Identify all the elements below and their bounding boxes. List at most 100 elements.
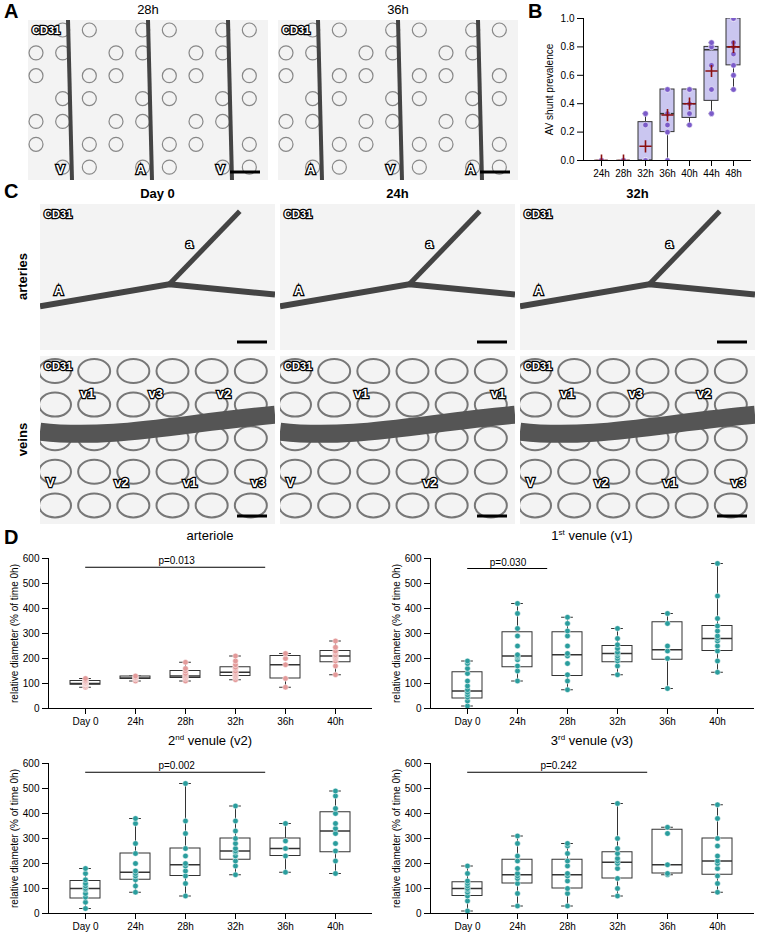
svg-text:AV shunt prevalence: AV shunt prevalence (544, 43, 555, 135)
svg-text:V: V (216, 162, 225, 177)
svg-text:32h: 32h (637, 168, 654, 179)
svg-text:28h: 28h (559, 921, 576, 932)
svg-text:CD31: CD31 (524, 208, 552, 220)
svg-text:relative diameter (% of time 0: relative diameter (% of time 0h) (9, 564, 20, 703)
svg-text:400: 400 (405, 808, 422, 819)
svg-text:A: A (54, 283, 64, 298)
svg-text:a: a (186, 236, 194, 251)
svg-text:v2: v2 (594, 475, 608, 490)
svg-text:40h: 40h (681, 168, 698, 179)
svg-text:24h: 24h (127, 716, 144, 727)
svg-text:p=0.030: p=0.030 (490, 557, 527, 568)
svg-text:V: V (46, 475, 55, 490)
svg-text:V: V (56, 162, 65, 177)
svg-text:100: 100 (23, 678, 40, 689)
svg-text:100: 100 (405, 883, 422, 894)
svg-text:A: A (294, 283, 304, 298)
svg-text:36h: 36h (277, 716, 294, 727)
svg-text:28h: 28h (177, 716, 194, 727)
svg-text:v1: v1 (80, 386, 94, 401)
svg-text:v3: v3 (149, 386, 163, 401)
svg-text:CD31: CD31 (44, 360, 72, 372)
svg-text:0.0: 0.0 (561, 155, 575, 166)
svg-text:0.8: 0.8 (561, 41, 575, 52)
svg-text:500: 500 (23, 783, 40, 794)
svg-text:CD31: CD31 (524, 360, 552, 372)
svg-text:CD31: CD31 (284, 360, 312, 372)
svg-text:36h: 36h (659, 168, 676, 179)
svg-text:28h: 28h (615, 168, 632, 179)
svg-text:32h: 32h (227, 716, 244, 727)
svg-text:0.4: 0.4 (561, 98, 575, 109)
svg-text:v3: v3 (731, 475, 745, 490)
svg-text:36h: 36h (277, 921, 294, 932)
svg-text:600: 600 (23, 553, 40, 564)
svg-text:0: 0 (416, 703, 422, 714)
svg-text:40h: 40h (327, 716, 344, 727)
svg-text:500: 500 (23, 578, 40, 589)
svg-text:32h: 32h (609, 716, 626, 727)
svg-text:0: 0 (416, 908, 422, 919)
svg-text:600: 600 (23, 758, 40, 769)
svg-text:a: a (666, 236, 674, 251)
svg-text:28h: 28h (559, 716, 576, 727)
svg-text:300: 300 (23, 833, 40, 844)
svg-text:24h: 24h (509, 921, 526, 932)
svg-text:A: A (306, 162, 316, 177)
svg-text:p=0.013: p=0.013 (158, 555, 195, 566)
svg-text:400: 400 (23, 808, 40, 819)
svg-text:A: A (466, 162, 476, 177)
svg-text:CD31: CD31 (44, 208, 72, 220)
svg-text:a: a (426, 236, 434, 251)
svg-text:200: 200 (23, 653, 40, 664)
svg-text:44h: 44h (703, 168, 720, 179)
svg-text:40h: 40h (709, 716, 726, 727)
svg-text:36h: 36h (659, 921, 676, 932)
svg-text:A: A (534, 283, 544, 298)
svg-text:400: 400 (23, 603, 40, 614)
svg-text:100: 100 (23, 883, 40, 894)
svg-text:200: 200 (405, 653, 422, 664)
svg-text:Day 0: Day 0 (72, 921, 99, 932)
svg-text:24h: 24h (127, 921, 144, 932)
svg-text:v3: v3 (251, 475, 265, 490)
svg-text:v1: v1 (560, 386, 574, 401)
svg-text:v1: v1 (491, 386, 505, 401)
svg-text:relative diameter (% of time 0: relative diameter (% of time 0h) (9, 769, 20, 908)
svg-text:Day 0: Day 0 (72, 716, 99, 727)
svg-text:v1: v1 (354, 386, 368, 401)
svg-text:600: 600 (405, 553, 422, 564)
svg-text:v2: v2 (217, 386, 231, 401)
svg-text:Day 0: Day 0 (454, 716, 481, 727)
svg-text:V: V (526, 475, 535, 490)
svg-text:200: 200 (405, 858, 422, 869)
svg-text:32h: 32h (227, 921, 244, 932)
svg-text:40h: 40h (327, 921, 344, 932)
svg-text:v2: v2 (697, 386, 711, 401)
svg-text:A: A (136, 162, 146, 177)
svg-text:p=0.002: p=0.002 (158, 760, 195, 771)
svg-text:CD31: CD31 (32, 24, 60, 36)
svg-text:v1: v1 (663, 475, 677, 490)
svg-text:300: 300 (405, 628, 422, 639)
svg-text:1.0: 1.0 (561, 13, 575, 24)
svg-text:v3: v3 (629, 386, 643, 401)
svg-text:300: 300 (23, 628, 40, 639)
svg-text:500: 500 (405, 578, 422, 589)
svg-text:0: 0 (34, 703, 40, 714)
svg-text:100: 100 (405, 678, 422, 689)
svg-text:40h: 40h (709, 921, 726, 932)
svg-text:0.2: 0.2 (561, 126, 575, 137)
svg-text:0: 0 (34, 908, 40, 919)
svg-text:v2: v2 (423, 475, 437, 490)
svg-text:v1: v1 (183, 475, 197, 490)
svg-text:V: V (286, 475, 295, 490)
svg-text:CD31: CD31 (284, 208, 312, 220)
svg-text:v2: v2 (114, 475, 128, 490)
svg-text:48h: 48h (725, 168, 742, 179)
svg-text:24h: 24h (509, 716, 526, 727)
svg-text:500: 500 (405, 783, 422, 794)
svg-text:p=0.242: p=0.242 (540, 760, 577, 771)
svg-text:32h: 32h (609, 921, 626, 932)
svg-text:36h: 36h (659, 716, 676, 727)
